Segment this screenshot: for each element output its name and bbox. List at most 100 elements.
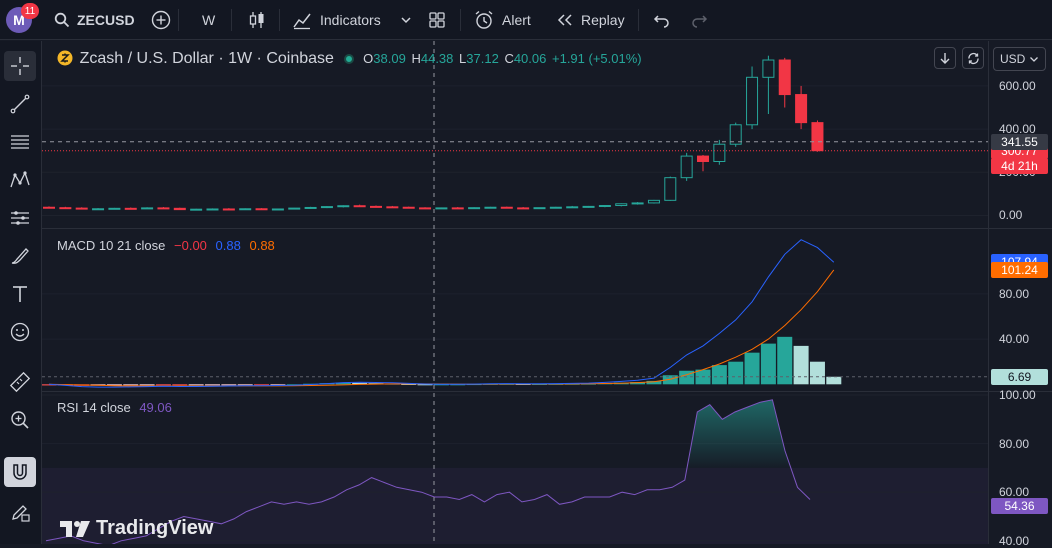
macd-histogram-bar bbox=[760, 343, 776, 385]
chart-type-button[interactable] bbox=[247, 0, 267, 40]
drawing-toolbar bbox=[0, 41, 42, 544]
pane-separator[interactable] bbox=[42, 228, 1052, 229]
redo-button[interactable] bbox=[690, 0, 708, 40]
undo-button[interactable] bbox=[653, 0, 671, 40]
top-toolbar: M 11 ZECUSD W Indicators Alert Replay bbox=[0, 0, 1052, 40]
macd-legend: MACD 10 21 close −0.00 0.88 0.88 bbox=[57, 238, 275, 253]
toolbar-separator bbox=[279, 9, 280, 31]
macd-histogram-bar bbox=[188, 384, 204, 386]
macd-line bbox=[48, 239, 835, 388]
prediction-tool[interactable] bbox=[4, 203, 36, 233]
replay-button[interactable]: Replay bbox=[556, 0, 625, 40]
trend-line-tool[interactable] bbox=[4, 89, 36, 119]
compare-symbol-button[interactable] bbox=[151, 0, 171, 40]
ohlc-close-label: C bbox=[504, 51, 514, 66]
candle-body bbox=[435, 207, 448, 210]
histogram-last-label: 6.69 bbox=[991, 368, 1048, 385]
candle-body bbox=[778, 59, 791, 96]
text-tool[interactable] bbox=[4, 279, 36, 309]
magnet-mode-button[interactable] bbox=[4, 457, 36, 487]
candle-body bbox=[631, 202, 644, 205]
macd-histogram-bar bbox=[237, 384, 253, 386]
candle-body bbox=[697, 155, 709, 162]
refresh-icon bbox=[967, 52, 979, 64]
zcash-logo-icon bbox=[57, 50, 73, 66]
scroll-to-latest-button[interactable] bbox=[934, 47, 956, 69]
ohlc-open-label: O bbox=[363, 51, 374, 66]
candle-body bbox=[419, 207, 432, 210]
candlestick-chart[interactable] bbox=[42, 41, 988, 228]
rsi-label: RSI 14 close bbox=[57, 400, 131, 415]
smiley-icon bbox=[10, 322, 30, 342]
candle-body bbox=[75, 207, 88, 210]
refresh-button[interactable] bbox=[962, 47, 984, 69]
price-pane[interactable] bbox=[42, 41, 988, 228]
candle-body bbox=[239, 208, 252, 211]
indicators-button[interactable]: Indicators bbox=[292, 0, 381, 40]
symbol-search-button[interactable]: ZECUSD bbox=[54, 0, 135, 40]
macd-histogram-bar bbox=[401, 383, 417, 385]
pane-separator[interactable] bbox=[42, 391, 1052, 392]
arrow-down-icon bbox=[940, 53, 950, 64]
macd-signal-value: 0.88 bbox=[249, 238, 275, 253]
candle-body bbox=[713, 143, 726, 162]
currency-dropdown[interactable]: USD bbox=[993, 47, 1046, 71]
emoji-tool[interactable] bbox=[4, 317, 36, 347]
candle-body bbox=[795, 94, 808, 124]
notification-badge: 11 bbox=[21, 3, 39, 19]
rsi-pane[interactable] bbox=[42, 392, 988, 544]
ohlc-low-label: L bbox=[459, 51, 467, 66]
candle-body bbox=[157, 207, 170, 210]
macd-histogram-bar bbox=[42, 384, 57, 386]
candle-body bbox=[59, 207, 72, 210]
market-status-dot bbox=[343, 54, 354, 64]
alert-button[interactable]: Alert bbox=[474, 0, 531, 40]
measure-tool[interactable] bbox=[4, 367, 36, 397]
crosshair-price-label: 341.55 bbox=[991, 133, 1048, 150]
macd-histogram-bar bbox=[630, 382, 646, 385]
macd-chart[interactable] bbox=[42, 229, 988, 391]
candle-body bbox=[43, 206, 55, 209]
lock-drawings-button[interactable] bbox=[4, 497, 36, 527]
rsi-chart[interactable] bbox=[42, 392, 988, 544]
candle-body bbox=[222, 208, 235, 211]
ohlc-change: +1.91 (+5.01%) bbox=[552, 51, 642, 66]
macd-histogram-bar bbox=[270, 384, 286, 386]
zoom-tool[interactable] bbox=[4, 405, 36, 435]
symbol-name: ZECUSD bbox=[77, 11, 135, 28]
rsi-line bbox=[45, 399, 811, 544]
ohlc-low-value: 37.12 bbox=[466, 51, 499, 66]
candle-body bbox=[173, 207, 186, 211]
macd-histogram-bar bbox=[777, 336, 793, 385]
candle-body bbox=[549, 206, 562, 209]
rsi-band-background bbox=[42, 467, 988, 544]
candle-body bbox=[190, 208, 203, 211]
candle-body bbox=[468, 207, 481, 210]
crosshair-tool[interactable] bbox=[4, 51, 36, 81]
macd-pane[interactable] bbox=[42, 229, 988, 391]
candle-body bbox=[615, 203, 628, 207]
layouts-button[interactable] bbox=[428, 0, 446, 40]
brush-tool[interactable] bbox=[4, 241, 36, 271]
brush-icon bbox=[11, 248, 29, 264]
macd-histogram-bar bbox=[826, 376, 842, 385]
chevron-down-icon bbox=[401, 16, 411, 23]
rsi-axis[interactable]: 100.00 80.00 60.00 40.00 54.36 bbox=[988, 388, 1052, 548]
pattern-tool[interactable] bbox=[4, 165, 36, 195]
macd-histogram-bar bbox=[352, 382, 368, 385]
crosshair-icon bbox=[11, 57, 29, 75]
candle-body bbox=[271, 208, 284, 211]
candle-body bbox=[517, 207, 530, 210]
pattern-icon bbox=[10, 171, 30, 188]
undo-icon bbox=[653, 14, 669, 28]
tradingview-logo[interactable]: TradingView bbox=[60, 517, 213, 540]
indicators-icon bbox=[293, 13, 311, 29]
ohlc-open-value: 38.09 bbox=[373, 51, 406, 66]
fib-retracement-icon bbox=[11, 135, 29, 149]
fib-tool[interactable] bbox=[4, 127, 36, 157]
indicators-dropdown[interactable] bbox=[400, 0, 412, 40]
interval-button[interactable]: W bbox=[202, 0, 215, 40]
toolbar-separator bbox=[231, 9, 232, 31]
